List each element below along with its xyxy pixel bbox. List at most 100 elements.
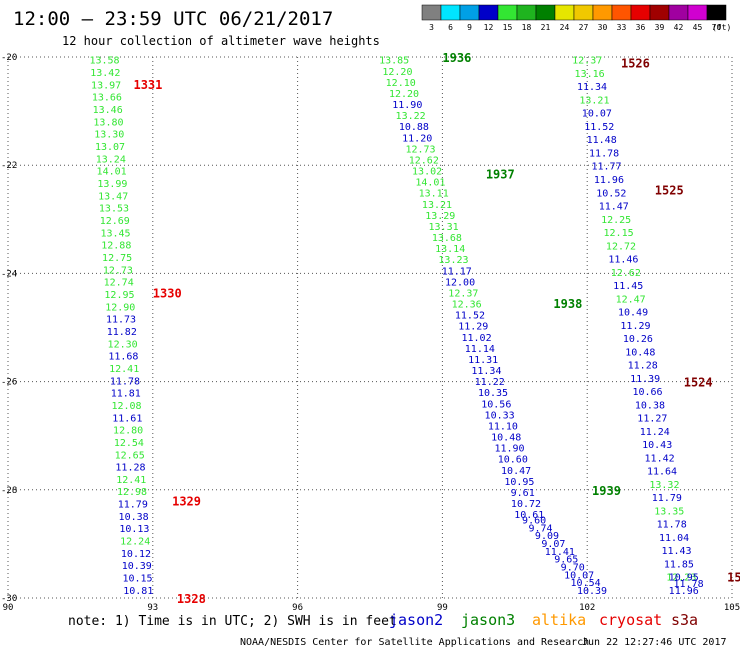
swh-value: 13.29: [425, 211, 455, 222]
satellite-legend-cryosat: cryosat: [599, 611, 662, 629]
swh-value: 11.82: [107, 327, 137, 338]
axis-ticks: 90 93 96 99 102 105 -20 -22 -24 -26 -28 -30: [1, 53, 740, 613]
swh-value: 12.72: [606, 241, 636, 252]
swh-value: 12.36: [452, 300, 482, 311]
swh-value: 12.69: [100, 216, 130, 227]
swh-value: 9.60: [522, 516, 546, 527]
swh-value: 9.61: [511, 488, 535, 499]
color-bin-label: 36: [636, 23, 646, 32]
swh-value: 13.68: [432, 233, 462, 244]
swh-value: 12.65: [115, 450, 145, 461]
pass-number: 1936: [442, 51, 471, 65]
satellite-legend-altika: altika: [532, 611, 586, 629]
swh-value: 11.96: [594, 175, 624, 186]
pass-labels: 1331 1330 1329 1328 1936 1937 1938 1939 1526 1525…: [133, 51, 740, 606]
pass-number: 1939: [592, 484, 621, 498]
pass-number: 1524: [684, 376, 713, 390]
x-tick-label: 105: [724, 603, 740, 613]
swh-value: 10.88: [399, 122, 429, 133]
swh-value: 11.64: [647, 467, 677, 478]
swh-value: 10.12: [121, 549, 151, 560]
swh-value: 11.78: [589, 148, 619, 159]
swh-value: 12.98: [117, 487, 147, 498]
pass-number: 1328: [177, 592, 206, 606]
swh-value: 14.01: [415, 178, 445, 189]
swh-value: 10.61: [514, 510, 544, 521]
x-tick-label: 90: [3, 603, 14, 613]
swh-value: 12.88: [101, 241, 131, 252]
swh-value: 13.80: [93, 117, 123, 128]
swh-value: 11.77: [591, 162, 621, 173]
swh-value: 11.28: [628, 361, 658, 372]
swh-value: 9.70: [561, 562, 585, 573]
color-bin-label: 45: [693, 23, 703, 32]
color-bin-label: 27: [579, 23, 589, 32]
swh-value: 10.56: [481, 399, 511, 410]
swh-value: 10.15: [122, 574, 152, 585]
swh-value: 13.23: [438, 255, 468, 266]
swh-value: 12.73: [405, 144, 435, 155]
color-bin-label: 42: [674, 23, 684, 32]
color-bin-label: 33: [617, 23, 627, 32]
color-bin-swatch: [611, 4, 632, 21]
swh-value: 11.78: [674, 579, 704, 590]
satellite-legend-jason3: jason3: [461, 611, 515, 629]
swh-value: 13.21: [422, 200, 452, 211]
swh-value: 10.81: [123, 586, 153, 597]
swh-value: 13.45: [100, 228, 130, 239]
color-bin-swatch: [516, 4, 537, 21]
swh-value: 12.20: [382, 67, 412, 78]
swh-value: 9.65: [554, 555, 578, 566]
swh-value: 9.74: [528, 523, 552, 534]
swh-value: 12.10: [386, 78, 416, 89]
swh-value: 9.09: [535, 531, 559, 542]
swh-value: 11.02: [461, 333, 491, 344]
swh-value: 12.30: [108, 339, 138, 350]
swh-value: 10.52: [596, 188, 626, 199]
swh-value: 10.07: [582, 109, 612, 120]
swh-value: 10.49: [618, 308, 648, 319]
swh-value: 11.48: [587, 135, 617, 146]
swh-value: 11.90: [392, 100, 422, 111]
swh-value: 13.02: [412, 167, 442, 178]
swh-value: 11.39: [630, 374, 660, 385]
pass-number: 1526: [621, 56, 650, 70]
swh-value: 11.96: [669, 586, 699, 597]
swh-value: 10.72: [511, 499, 541, 510]
swh-value: 10.95: [504, 477, 534, 488]
satellite-legend-s3a: s3a: [671, 611, 698, 629]
swh-value: 12.62: [409, 155, 439, 166]
swh-value: 11.14: [465, 344, 495, 355]
swh-value: 12.54: [114, 438, 144, 449]
swh-value: 10.38: [635, 400, 665, 411]
swh-value: 11.04: [659, 533, 689, 544]
y-tick-label: -28: [1, 486, 17, 496]
swh-value: 12.62: [611, 268, 641, 279]
swh-value: 11.85: [664, 559, 694, 570]
swh-value: 12.20: [389, 89, 419, 100]
swh-value: 10.39: [577, 586, 607, 597]
swh-value: 10.66: [632, 387, 662, 398]
color-bin-swatch: [421, 4, 442, 21]
color-bin-label: 15: [503, 23, 513, 32]
color-bin-swatch: [554, 4, 575, 21]
color-bin-swatch: [649, 4, 670, 21]
swh-value: 12.24: [120, 537, 150, 548]
swh-value: 12.90: [105, 302, 135, 313]
swh-value: 12.41: [116, 475, 146, 486]
swh-value: 10.54: [571, 578, 601, 589]
swh-value: 11.52: [455, 311, 485, 322]
swh-value: 11.29: [620, 321, 650, 332]
swh-value: 9.07: [541, 539, 565, 550]
swh-value: 11.41: [545, 547, 575, 558]
y-tick-label: -30: [1, 594, 17, 604]
swh-value: 11.34: [471, 366, 501, 377]
color-bin-swatch: [687, 4, 708, 21]
color-bin-label: 3: [429, 23, 434, 32]
swh-value: 10.38: [119, 512, 149, 523]
color-bin-label: 30: [598, 23, 608, 32]
swh-value: 13.31: [429, 222, 459, 233]
swh-value: 10.47: [501, 466, 531, 477]
